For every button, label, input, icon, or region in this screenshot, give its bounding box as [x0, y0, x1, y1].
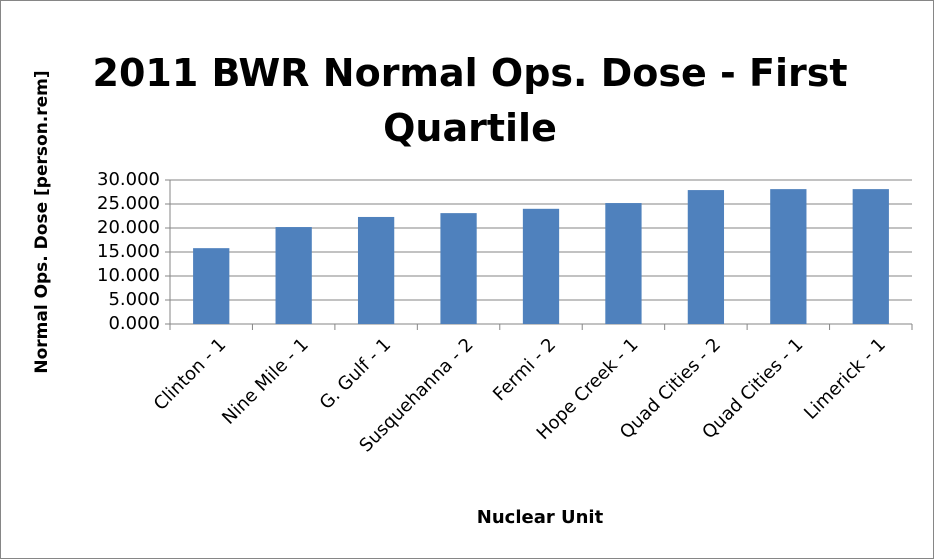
y-tick-label: 20.000 [97, 217, 160, 238]
y-tick-label: 30.000 [97, 169, 160, 190]
bar [357, 216, 395, 324]
y-tick-label: 5.000 [108, 289, 160, 310]
y-tick-label: 15.000 [97, 241, 160, 262]
x-axis-label: Nuclear Unit [477, 507, 604, 528]
y-tick-label: 10.000 [97, 265, 160, 286]
bar [605, 203, 642, 324]
bar [770, 189, 807, 324]
bar [687, 190, 725, 324]
y-tick-label: 25.000 [97, 193, 160, 214]
bar [522, 208, 560, 324]
bar [852, 189, 889, 324]
bar [275, 227, 312, 324]
chart-title: 2011 BWR Normal Ops. Dose - First Quartil… [93, 51, 848, 150]
y-axis-label: Normal Ops. Dose [person.rem] [32, 70, 52, 373]
bar [440, 213, 477, 324]
bar [193, 248, 230, 324]
y-tick-label: 0.000 [108, 313, 160, 334]
